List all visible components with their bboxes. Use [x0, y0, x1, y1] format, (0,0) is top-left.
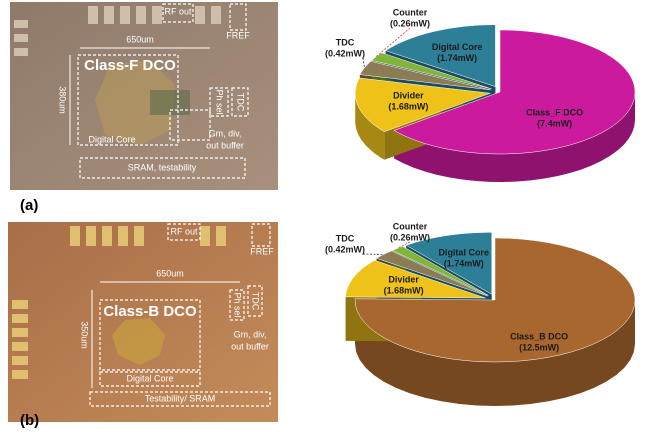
bottom-block: SRAM, testability	[128, 162, 197, 172]
pie-slice	[384, 24, 496, 88]
slice-label: TDC	[336, 233, 355, 243]
pie-slice	[355, 77, 491, 132]
slice-value-label: (0.42mW)	[325, 48, 365, 58]
leader-line	[362, 57, 365, 68]
leader-line	[376, 27, 411, 57]
dco: Class-F DCO	[84, 57, 176, 74]
pie-slice	[345, 259, 486, 299]
tdc: TDC	[236, 93, 246, 112]
width: 650um	[126, 34, 154, 44]
slice-value-label: (7.4mW)	[537, 119, 572, 129]
die-photo-b	[8, 222, 278, 422]
slice-value-label: (1.68mW)	[384, 286, 424, 296]
pie-slice	[405, 232, 493, 295]
pie-slice-side	[394, 92, 635, 182]
buffer: out buffer	[231, 341, 269, 351]
pie-slice	[359, 61, 491, 91]
buffer: Gm, div,	[209, 128, 242, 138]
buffer: Gm, div,	[234, 329, 267, 339]
rf-out: RF out	[164, 6, 192, 16]
pie-slice-side	[355, 93, 385, 160]
height: 380um	[58, 86, 68, 114]
slice-label: Counter	[393, 7, 428, 17]
ph-sel: Ph sel	[233, 292, 243, 317]
pie-slice	[375, 250, 488, 297]
tdc: TDC	[251, 292, 261, 311]
digital-core: Digital Core	[126, 373, 173, 383]
slice-label: Divider	[393, 91, 424, 101]
width: 650um	[156, 268, 184, 278]
pie-slice-side	[355, 300, 635, 406]
buffer: out buffer	[206, 140, 244, 150]
slice-value-label: (1.74mW)	[437, 53, 477, 63]
slice-value-label: (12.5mW)	[519, 342, 559, 352]
panel-label: (a)	[20, 197, 38, 214]
slice-label: TDC	[336, 37, 355, 47]
slice-value-label: (0.42mW)	[325, 244, 365, 254]
fref: FREF	[250, 246, 274, 256]
panel-label: (b)	[20, 412, 39, 429]
pie-slice	[354, 237, 636, 363]
ph-sel: Ph sel	[215, 89, 225, 114]
pie-slice	[391, 246, 489, 296]
slice-value-label: (0.26mW)	[390, 232, 430, 242]
slice-label: Divider	[388, 275, 419, 285]
slice-label: Class_F DCO	[526, 108, 583, 118]
slice-label: Class_B DCO	[510, 331, 568, 341]
leader-line	[397, 241, 411, 249]
bottom-block: Testability/ SRAM	[145, 393, 216, 403]
labels: RF out FREF 650um 380um Class-F DCO TDC …	[20, 6, 274, 429]
slice-value-label: (1.74mW)	[444, 258, 484, 268]
slice-label: Digital Core	[438, 247, 489, 257]
die-photo-a	[10, 2, 278, 190]
dco: Class-B DCO	[103, 303, 197, 320]
fref: FREF	[226, 30, 250, 40]
slice-label: Counter	[393, 221, 428, 231]
digital-core: Digital Core	[88, 134, 135, 144]
slice-value-label: (0.26mW)	[390, 18, 430, 28]
slice-label: Digital Core	[432, 42, 483, 52]
height: 350um	[80, 321, 90, 349]
slice-value-label: (1.68mW)	[388, 102, 428, 112]
rf-out: RF out	[170, 226, 198, 236]
pie-slice	[371, 52, 492, 90]
pie-slice	[393, 29, 636, 155]
